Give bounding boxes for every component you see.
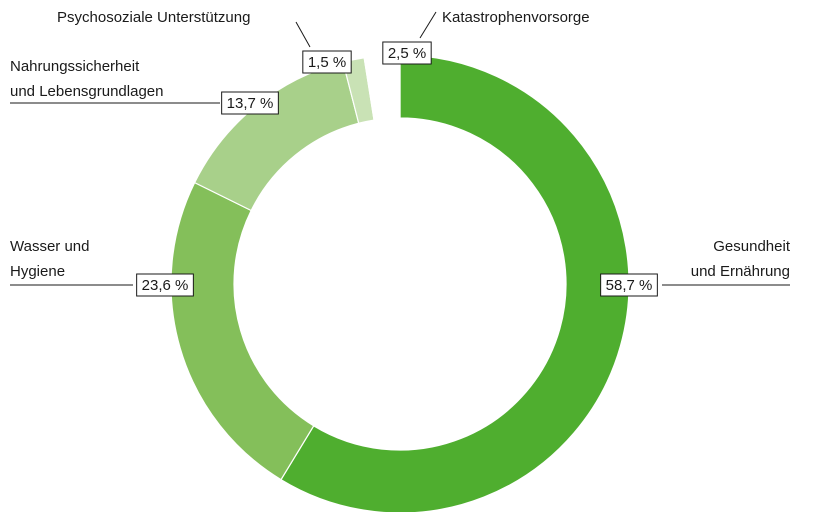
value-label-box [221, 91, 279, 115]
category-label: Hygiene [10, 263, 65, 280]
category-label: Nahrungssicherheit [10, 58, 140, 75]
donut-slice [193, 61, 360, 212]
category-label: Katastrophenvorsorge [442, 9, 590, 26]
leader-line [295, 21, 311, 48]
value-label: 13,7 % [227, 95, 274, 112]
value-label: 1,5 % [308, 54, 346, 71]
category-label: und Lebensgrundlagen [10, 83, 163, 100]
value-label: 58,7 % [606, 277, 653, 294]
category-label: Gesundheit [713, 238, 791, 255]
category-label: Wasser und [10, 238, 89, 255]
value-label-box [302, 50, 352, 74]
category-label: und Ernährung [691, 263, 790, 280]
value-label-box [382, 41, 432, 65]
value-label-box [136, 273, 194, 297]
value-label: 23,6 % [142, 277, 189, 294]
leader-line [419, 11, 437, 39]
donut-slice [170, 181, 315, 481]
donut-slice [280, 54, 630, 512]
value-label: 2,5 % [388, 45, 426, 62]
category-label: Psychosoziale Unterstützung [57, 9, 250, 26]
value-label-box [600, 273, 658, 297]
donut-slice [363, 54, 401, 121]
